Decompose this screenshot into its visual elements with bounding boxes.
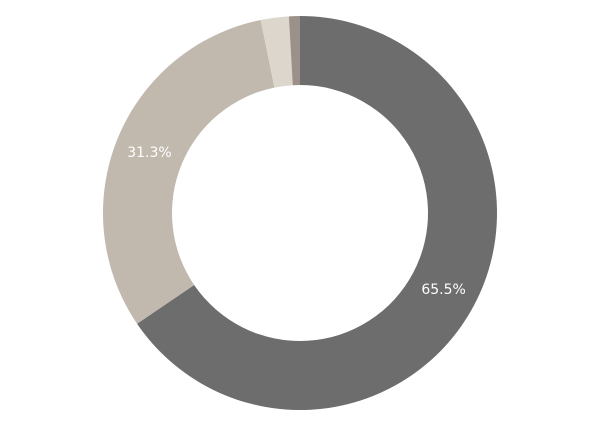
- slice-label-0: 65.5%: [421, 282, 465, 298]
- slice-3: [288, 16, 300, 86]
- slice-0: [137, 16, 497, 410]
- slice-1: [102, 19, 275, 324]
- slice-label-1: 31.3%: [127, 145, 171, 161]
- slice-2: [260, 16, 293, 88]
